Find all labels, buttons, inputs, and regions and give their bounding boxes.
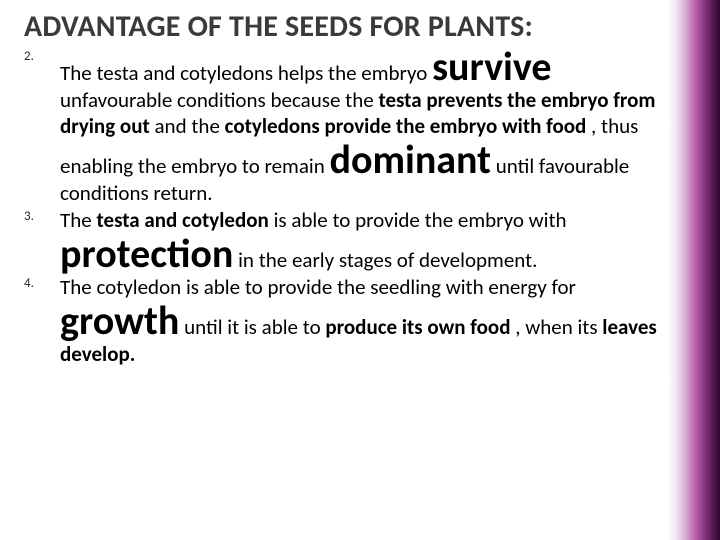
emphasis-protection: protection [60, 229, 233, 278]
emphasis-growth: growth [60, 296, 179, 345]
emphasis-dominant: dominant [329, 135, 491, 184]
item-number-4: 4. [24, 276, 52, 293]
side-gradient-decoration [668, 0, 720, 540]
list-item-2: 2. The testa and cotyledons helps the em… [60, 47, 664, 208]
bold-fragment: produce its own food [325, 314, 510, 340]
slide-title: ADVANTAGE OF THE SEEDS FOR PLANTS: [24, 10, 664, 45]
list-item-4: 4. The cotyledon is able to provide the … [60, 274, 664, 368]
advantage-list: 2. The testa and cotyledons helps the em… [24, 47, 664, 368]
text-fragment: , when its [515, 314, 602, 340]
text-fragment: The testa and cotyledons helps the embry… [60, 60, 432, 86]
slide-content: ADVANTAGE OF THE SEEDS FOR PLANTS: 2. Th… [24, 10, 664, 368]
text-fragment: and the [155, 113, 225, 139]
text-fragment: is able to provide the embryo with [274, 207, 567, 233]
text-fragment: in the early stages of development. [238, 247, 537, 273]
emphasis-survive: survive [432, 42, 551, 91]
item-number-2: 2. [24, 49, 52, 66]
item-number-3: 3. [24, 209, 52, 226]
text-fragment: unfavourable conditions because the [60, 87, 378, 113]
list-item-3: 3. The testa and cotyledon is able to pr… [60, 207, 664, 274]
text-fragment: until it is able to [184, 314, 325, 340]
